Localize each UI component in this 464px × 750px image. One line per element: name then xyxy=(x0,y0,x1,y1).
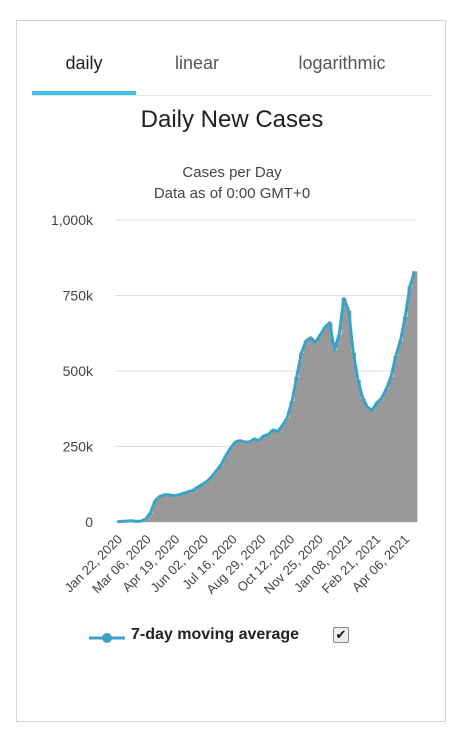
scale-tabs: daily linear logarithmic xyxy=(32,20,432,96)
bar xyxy=(214,470,220,522)
bar xyxy=(166,494,173,522)
bar xyxy=(256,440,262,522)
bar xyxy=(176,494,182,522)
bar xyxy=(332,349,338,522)
bar xyxy=(181,493,187,522)
bar xyxy=(190,490,196,522)
bar xyxy=(388,377,394,522)
bar xyxy=(294,377,300,522)
bar xyxy=(270,429,276,522)
chart-data-date: Data as of 0:00 GMT+0 xyxy=(153,185,311,202)
y-tick-label: 250k xyxy=(63,439,94,455)
bar xyxy=(327,322,333,522)
bar xyxy=(204,481,210,522)
bar xyxy=(303,340,309,522)
bar xyxy=(341,298,347,522)
bar xyxy=(162,494,168,522)
moving-average-checkbox[interactable]: ✔ xyxy=(333,627,349,643)
y-tick-label: 1,000k xyxy=(51,212,94,228)
bar xyxy=(336,334,342,522)
bar xyxy=(346,310,352,522)
bar xyxy=(195,487,201,522)
bar xyxy=(393,355,399,522)
bar xyxy=(275,431,281,522)
bar xyxy=(251,438,257,522)
legend: 7-day moving average ✔ xyxy=(87,622,387,656)
bar xyxy=(148,512,154,522)
bar xyxy=(261,435,267,522)
bar xyxy=(223,455,229,522)
bar xyxy=(379,398,385,522)
moving-average-line xyxy=(117,270,417,524)
chart-subtitle: Cases per Day xyxy=(182,164,282,181)
bar xyxy=(185,491,191,522)
bar xyxy=(412,271,418,522)
bar xyxy=(209,476,215,522)
bar xyxy=(152,500,158,522)
tab-daily[interactable]: daily xyxy=(65,53,103,73)
bar xyxy=(398,340,404,522)
legend-label: 7-day moving average xyxy=(131,626,300,643)
bar xyxy=(407,286,413,522)
bar xyxy=(308,337,314,522)
bar xyxy=(369,410,375,522)
bar xyxy=(350,352,357,522)
bar xyxy=(242,441,248,522)
y-tick-label: 500k xyxy=(63,363,94,379)
bar xyxy=(157,496,163,522)
bar xyxy=(247,441,253,522)
bar xyxy=(402,316,408,522)
bar xyxy=(299,352,305,522)
bar xyxy=(218,464,224,522)
bar xyxy=(317,334,324,522)
bar xyxy=(232,441,239,522)
bar xyxy=(284,417,290,522)
bar xyxy=(237,440,243,522)
bar xyxy=(199,484,206,522)
active-tab-indicator xyxy=(32,91,136,95)
chart-title: Daily New Cases xyxy=(140,106,324,133)
bar xyxy=(374,402,380,522)
bar xyxy=(360,398,366,522)
bar xyxy=(365,407,371,522)
bar xyxy=(289,401,295,522)
tab-linear[interactable]: linear xyxy=(174,53,220,73)
bar xyxy=(266,434,272,522)
y-tick-label: 750k xyxy=(63,288,94,304)
bar xyxy=(322,327,328,522)
bar xyxy=(171,495,177,522)
bar xyxy=(228,448,234,522)
bar xyxy=(355,380,361,522)
y-tick-label: 0 xyxy=(85,514,93,530)
bar xyxy=(313,342,319,522)
bar xyxy=(383,389,390,522)
bar xyxy=(280,425,286,522)
legend-line-marker xyxy=(89,633,125,643)
tab-logarithmic[interactable]: logarithmic xyxy=(298,53,386,73)
